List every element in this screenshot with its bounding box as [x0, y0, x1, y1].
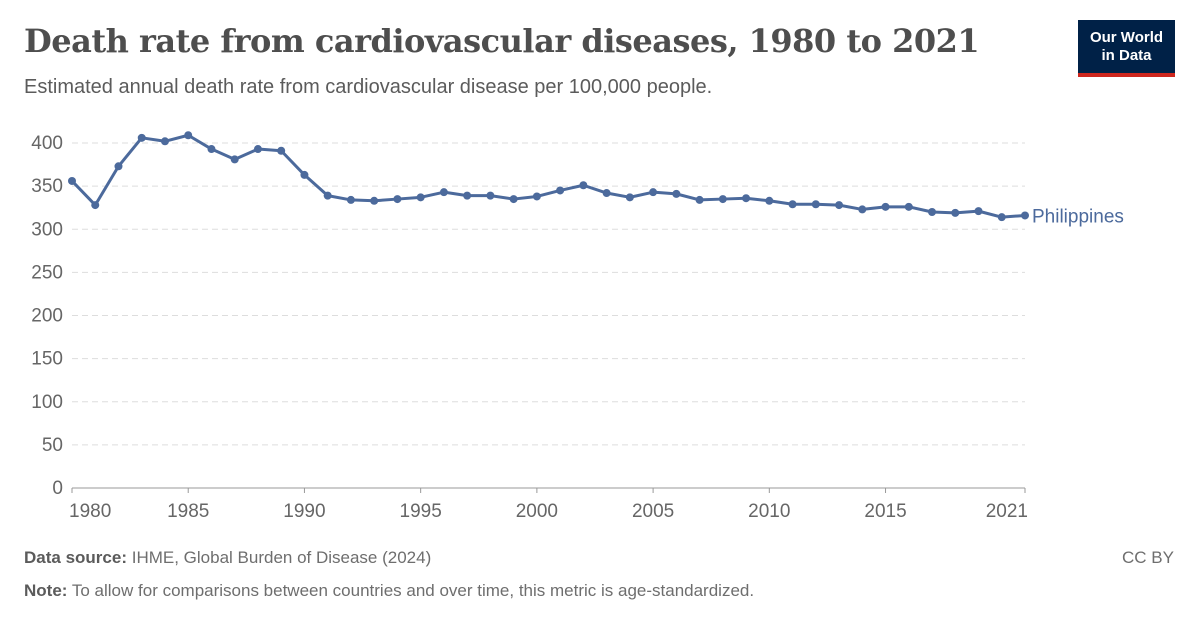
data-point	[997, 213, 1006, 222]
data-point	[91, 201, 100, 210]
x-tick-label: 2015	[864, 501, 906, 522]
x-tick-label: 1995	[400, 501, 442, 522]
data-point	[486, 191, 495, 200]
note-text: To allow for comparisons between countri…	[71, 581, 755, 600]
x-tick-label: 2000	[516, 501, 558, 522]
y-tick-label: 400	[31, 133, 63, 154]
data-point	[695, 195, 704, 204]
data-point	[974, 207, 983, 216]
data-point	[230, 155, 239, 164]
x-tick-label: 1985	[167, 501, 209, 522]
data-source: Data source: IHME, Global Burden of Dise…	[24, 548, 431, 568]
data-point	[439, 188, 448, 197]
data-point	[160, 137, 169, 146]
x-tick-label: 2010	[748, 501, 790, 522]
data-point	[207, 145, 216, 154]
note-label: Note:	[24, 581, 68, 600]
data-point	[835, 201, 844, 210]
data-point	[323, 191, 332, 200]
x-tick-label: 1980	[69, 501, 111, 522]
license[interactable]: CC BY	[1122, 548, 1174, 567]
y-tick-label: 200	[31, 306, 63, 327]
y-tick-label: 50	[42, 435, 63, 456]
data-point	[68, 176, 76, 185]
line-chart: 0 50 100 150 200 250 300 350 400 1980 1985 1990 1995…	[31, 131, 1124, 522]
data-point	[300, 170, 309, 179]
data-point	[928, 208, 937, 216]
data-point	[370, 196, 379, 205]
series-label: Philippines	[1032, 206, 1124, 227]
data-point	[509, 195, 518, 204]
logo-line-2: in Data	[1101, 47, 1152, 64]
chart-subtitle: Estimated annual death rate from cardiov…	[24, 76, 713, 98]
note: Note: To allow for comparisons between c…	[24, 581, 754, 601]
owid-logo[interactable]: Our World in Data	[1078, 20, 1175, 77]
data-point	[951, 208, 960, 217]
data-point	[904, 202, 913, 211]
data-point	[184, 131, 193, 140]
y-tick-label: 250	[31, 262, 63, 283]
data-point	[1021, 211, 1029, 220]
data-point	[393, 195, 402, 204]
y-tick-label: 300	[31, 219, 63, 240]
data-point	[416, 193, 425, 202]
data-point	[602, 189, 611, 198]
x-tick-label: 2021	[986, 501, 1028, 522]
data-point	[463, 191, 472, 200]
y-tick-label: 100	[31, 392, 63, 413]
x-tick-label: 2005	[632, 501, 674, 522]
source-text[interactable]: IHME, Global Burden of Disease (2024)	[131, 548, 432, 567]
data-point	[881, 202, 890, 211]
data-point	[718, 195, 727, 204]
data-point	[811, 200, 820, 209]
data-point	[625, 193, 634, 202]
data-point	[346, 195, 355, 204]
data-point	[858, 205, 867, 214]
data-point	[277, 146, 286, 155]
x-tick-label: 1990	[283, 501, 325, 522]
y-tick-label: 350	[31, 176, 63, 197]
data-point	[672, 189, 681, 198]
data-point	[765, 196, 774, 205]
data-point	[114, 162, 123, 171]
data-point	[742, 194, 751, 203]
data-point	[556, 186, 565, 195]
data-point	[532, 192, 541, 201]
data-point	[137, 133, 146, 142]
y-tick-label: 0	[52, 478, 63, 499]
data-point	[579, 181, 588, 190]
data-point	[649, 188, 658, 197]
chart-title: Death rate from cardiovascular diseases,…	[24, 22, 980, 60]
source-label: Data source:	[24, 548, 127, 567]
data-point	[788, 200, 797, 209]
y-tick-label: 150	[31, 349, 63, 370]
logo-line-1: Our World	[1089, 29, 1164, 46]
data-point	[253, 145, 262, 154]
